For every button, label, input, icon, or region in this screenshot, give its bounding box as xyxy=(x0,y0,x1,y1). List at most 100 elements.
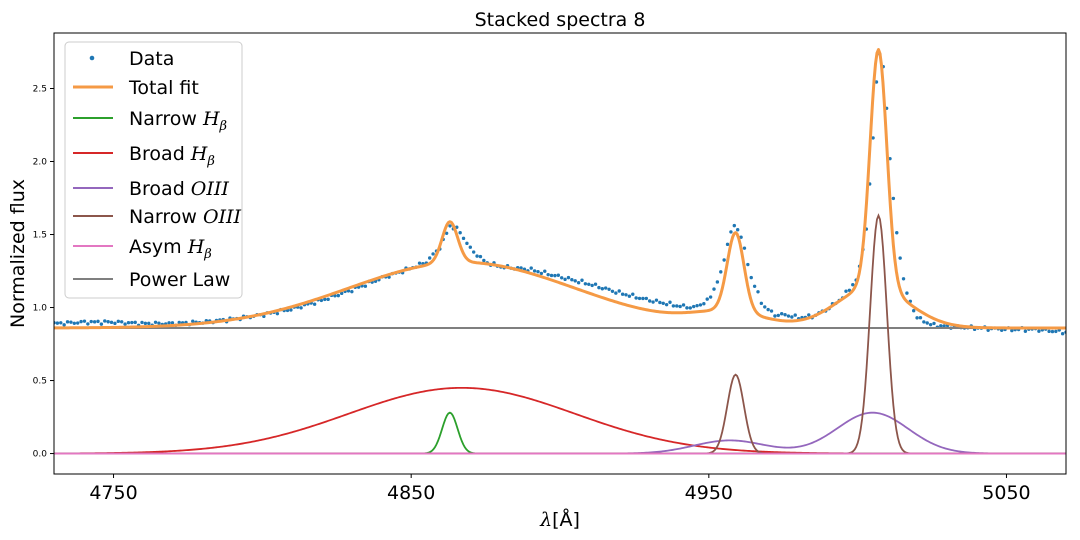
data-point xyxy=(553,273,557,278)
data-point xyxy=(915,316,919,320)
data-point xyxy=(55,321,60,325)
legend-label: Data xyxy=(129,48,174,70)
data-point xyxy=(96,319,100,324)
data-point xyxy=(478,254,483,259)
data-point xyxy=(675,304,679,308)
data-point xyxy=(427,256,432,260)
data-point xyxy=(925,321,929,325)
data-point xyxy=(92,320,97,324)
data-point xyxy=(644,296,649,301)
data-point xyxy=(59,321,63,325)
data-point xyxy=(65,320,70,324)
data-point xyxy=(725,242,730,247)
data-point xyxy=(86,322,90,326)
data-point xyxy=(627,294,632,298)
data-point xyxy=(769,309,774,313)
data-point xyxy=(519,266,523,270)
data-point xyxy=(1054,329,1058,334)
legend-label: Broad OIII xyxy=(129,178,229,200)
data-point xyxy=(336,293,341,298)
data-point xyxy=(323,297,327,302)
data-point xyxy=(905,291,909,295)
data-point xyxy=(624,293,628,297)
plot-area xyxy=(54,48,1066,455)
data-point xyxy=(576,281,581,285)
data-point xyxy=(939,324,943,328)
data-point xyxy=(918,316,923,320)
legend-entry-narrow-oiii: Narrow OIII xyxy=(73,206,242,228)
data-point xyxy=(749,275,753,280)
data-point xyxy=(603,286,608,290)
data-point xyxy=(658,300,662,305)
x-axis-unit: [Å] xyxy=(552,508,580,531)
data-point xyxy=(874,80,879,84)
data-point xyxy=(763,305,767,309)
legend-entry-power-law: Power Law xyxy=(73,269,230,291)
data-point xyxy=(75,321,80,325)
legend-label: Broad Hβ xyxy=(129,143,215,169)
data-point xyxy=(549,273,554,278)
data-point xyxy=(590,283,594,288)
chart-title: Stacked spectra 8 xyxy=(475,9,646,31)
legend-label: Narrow OIII xyxy=(129,206,242,228)
data-point xyxy=(752,284,757,289)
data-point xyxy=(82,319,87,323)
series-line-total-fit xyxy=(54,48,1066,330)
data-point xyxy=(641,296,645,301)
data-point xyxy=(617,289,621,293)
data-point xyxy=(691,304,696,309)
data-point xyxy=(72,321,77,326)
data-point xyxy=(664,302,669,307)
data-point xyxy=(147,321,151,326)
data-point xyxy=(448,224,452,228)
data-point xyxy=(647,299,652,303)
data-point xyxy=(130,320,134,325)
legend-entry-data: Data xyxy=(89,48,174,70)
data-point xyxy=(742,246,747,250)
data-point xyxy=(167,321,171,325)
data-point xyxy=(570,278,574,282)
data-point xyxy=(113,321,117,326)
data-point xyxy=(776,313,781,318)
data-point xyxy=(631,292,635,296)
data-point xyxy=(654,298,659,302)
x-tick-label: 5050 xyxy=(982,482,1030,504)
data-point xyxy=(123,322,127,326)
data-point xyxy=(766,307,770,312)
data-point xyxy=(262,314,266,319)
data-point xyxy=(702,301,706,306)
data-point xyxy=(722,258,726,262)
data-point xyxy=(458,231,462,235)
data-point xyxy=(444,231,449,235)
data-point xyxy=(532,269,537,273)
data-point xyxy=(715,280,720,284)
data-point xyxy=(695,303,699,308)
data-point xyxy=(116,319,121,324)
x-tick-label: 4850 xyxy=(387,482,435,504)
data-point xyxy=(119,320,124,324)
data-point xyxy=(583,282,588,286)
data-point xyxy=(109,320,114,325)
data-point xyxy=(143,321,148,326)
data-point xyxy=(705,297,709,301)
data-point xyxy=(698,303,703,307)
axis-ticks: 0.0 0.5 1.0 1.5 2.0 2.5 4750 4850 4950 5050 xyxy=(33,84,1031,504)
data-point xyxy=(350,289,354,294)
data-point xyxy=(461,236,466,241)
data-point xyxy=(746,262,750,267)
data-point xyxy=(756,290,760,294)
data-point xyxy=(786,314,791,318)
data-point xyxy=(888,156,892,161)
data-point xyxy=(1050,329,1055,334)
y-tick-label: 0.5 xyxy=(33,377,47,387)
data-point xyxy=(559,276,564,280)
data-point xyxy=(911,308,916,313)
data-point xyxy=(363,284,368,288)
data-point xyxy=(922,320,926,324)
data-point xyxy=(729,230,733,234)
data-point xyxy=(556,273,561,277)
data-point xyxy=(539,271,544,276)
data-point xyxy=(312,302,317,306)
data-point xyxy=(1010,328,1014,333)
